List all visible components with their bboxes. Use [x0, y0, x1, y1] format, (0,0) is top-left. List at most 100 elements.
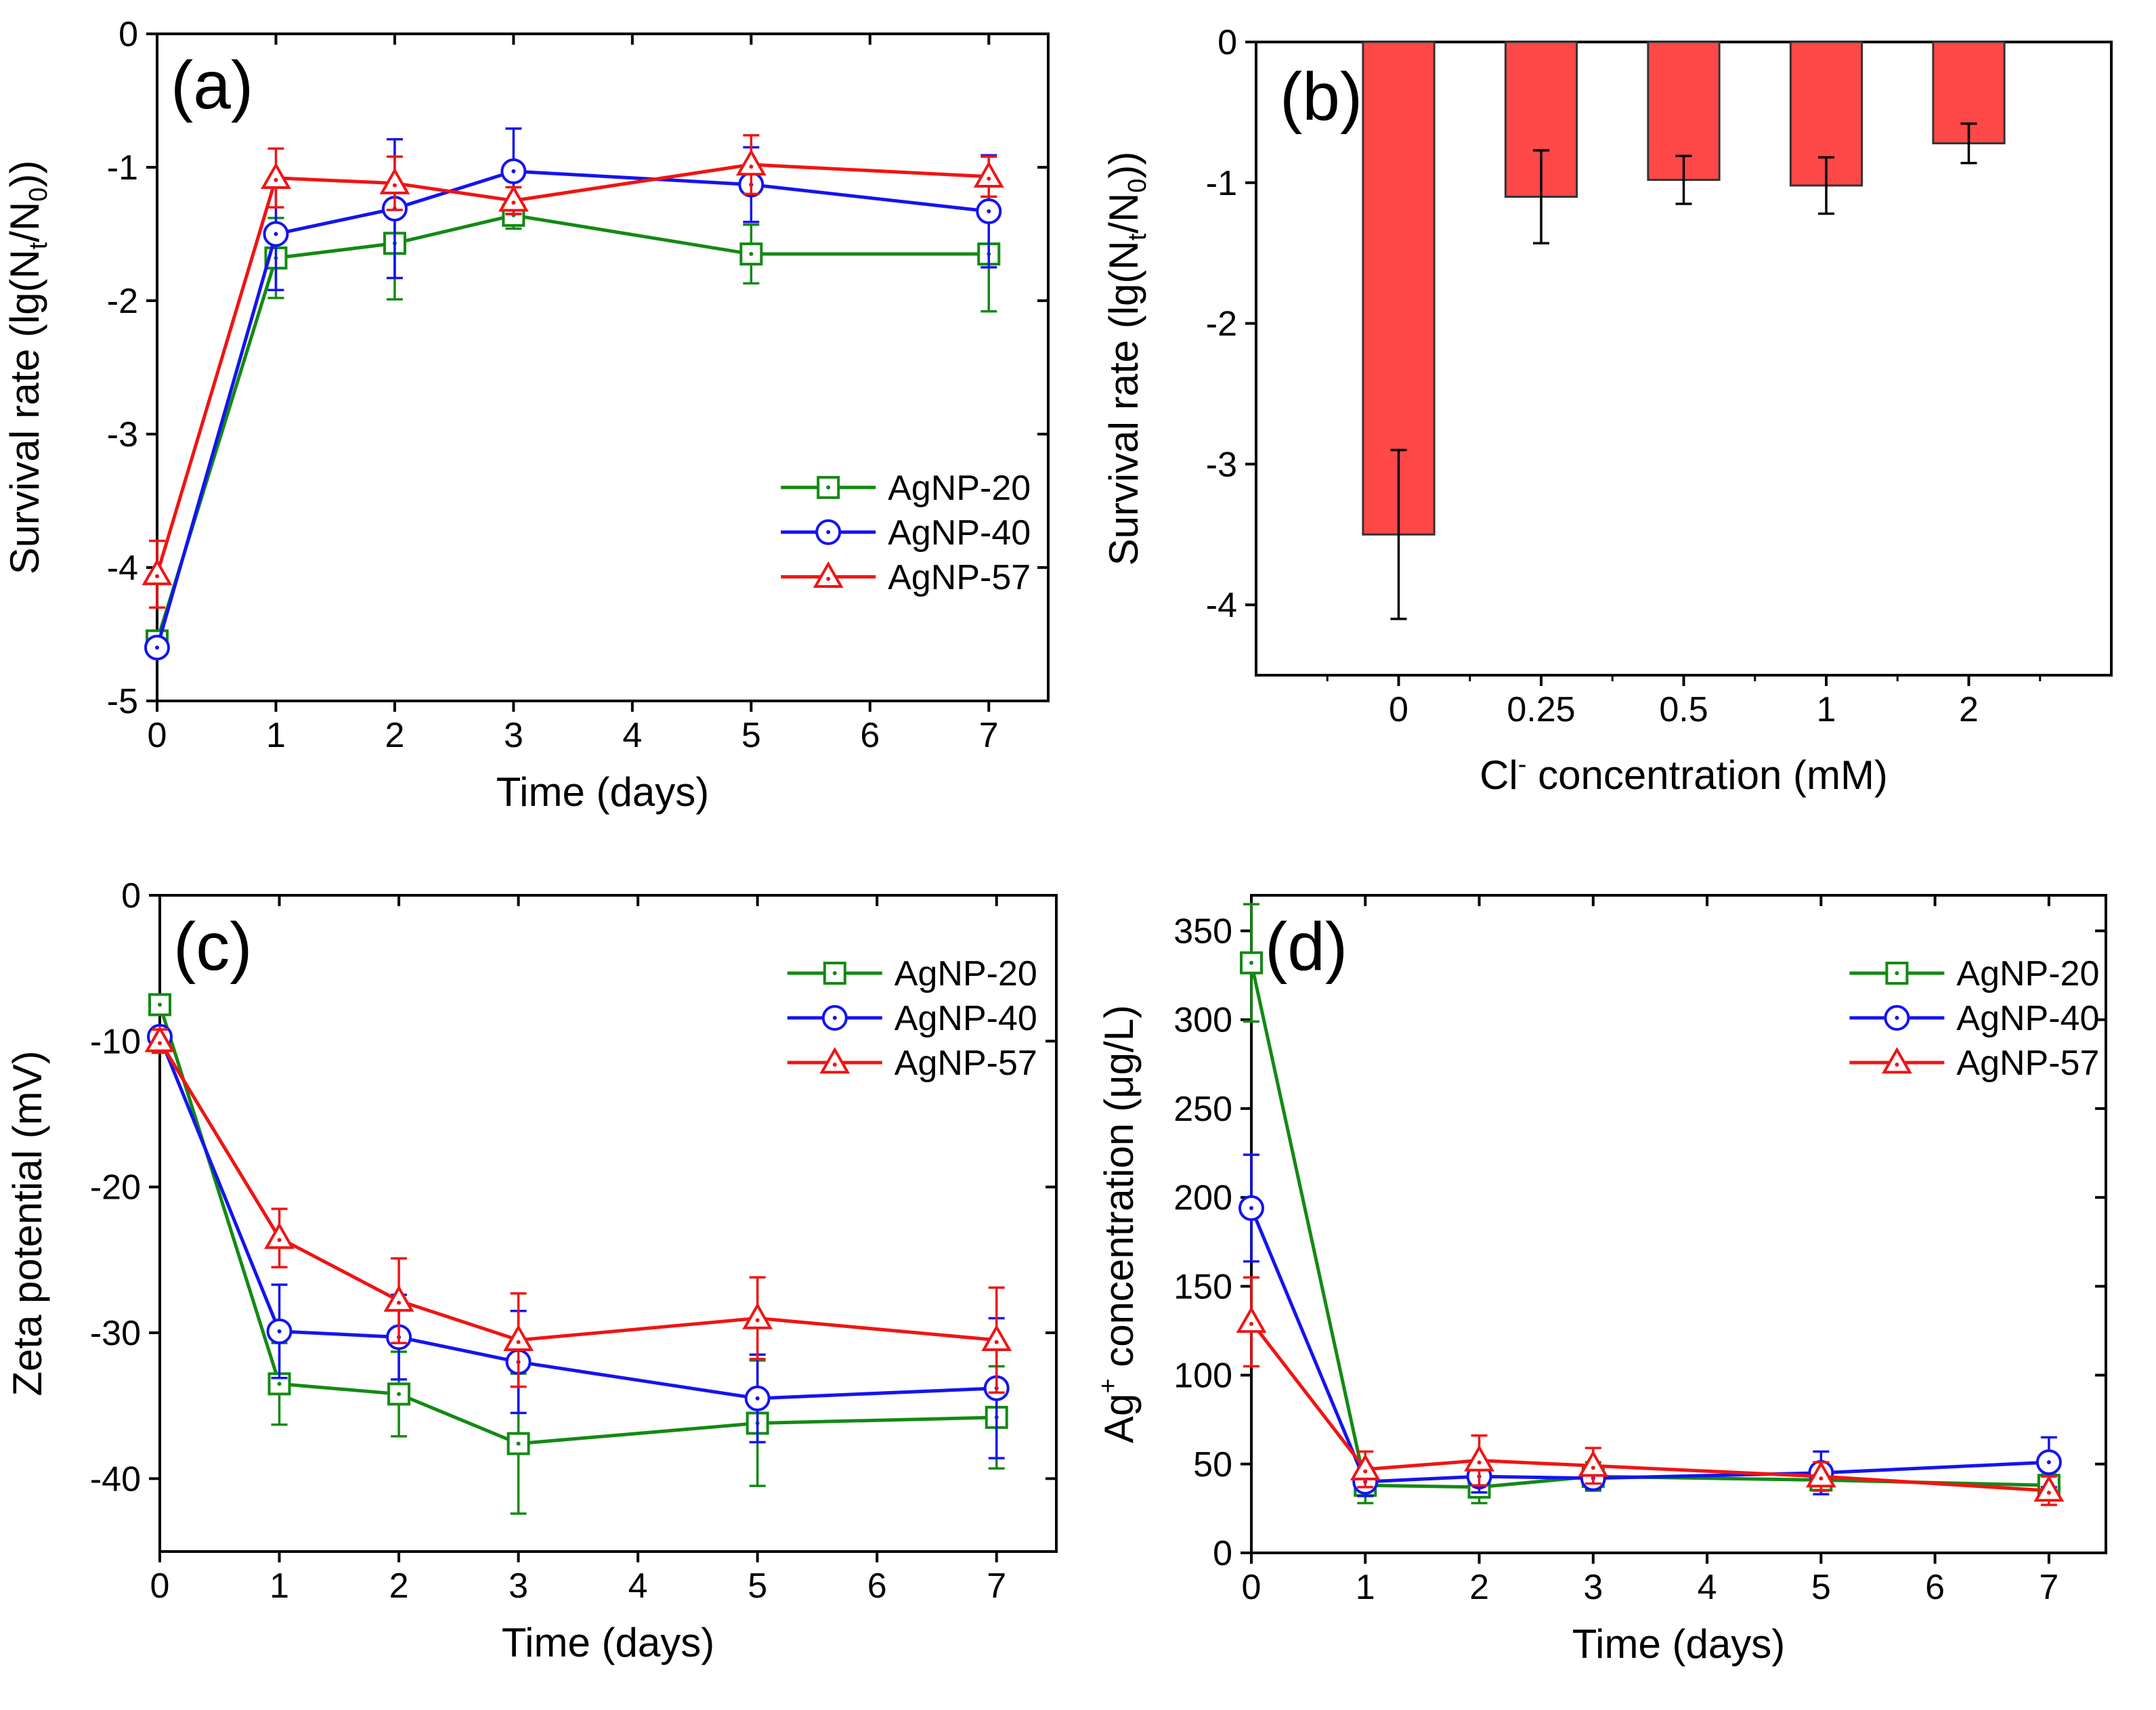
y-tick-label: 100: [1173, 1356, 1232, 1396]
data-point: [261, 162, 291, 190]
x-tick-label: 1: [270, 1566, 289, 1606]
y-tick-label: 0: [121, 876, 141, 916]
y-tick-label: 50: [1193, 1445, 1232, 1484]
data-point: [264, 1222, 295, 1249]
data-point-dot: [158, 1002, 162, 1007]
data-point-dot: [277, 1382, 282, 1386]
y-axis-title-part: +: [1094, 1378, 1123, 1393]
data-point: [1805, 1461, 1836, 1488]
x-axis-title: Time (days): [496, 769, 709, 815]
series-line: [158, 1035, 997, 1401]
x-tick-label: 0: [1389, 690, 1408, 729]
y-tick-label: 150: [1173, 1267, 1232, 1306]
legend-marker-dot: [1895, 1016, 1899, 1020]
x-tick-label: 7: [979, 716, 999, 755]
data-point: [1578, 1450, 1609, 1477]
x-tick-label: 3: [1583, 1568, 1603, 1607]
legend-marker-dot: [826, 485, 831, 490]
y-axis-title-part: t: [24, 242, 53, 249]
y-tick-label: 0: [118, 15, 138, 54]
data-point: [1350, 1453, 1381, 1480]
y-axis-title-part: )): [1101, 152, 1146, 179]
data-point: [2033, 1475, 2065, 1502]
x-axis-title: Time (days): [502, 1620, 714, 1665]
y-tick-label: 350: [1173, 912, 1232, 951]
data-point: [981, 1324, 1012, 1352]
y-tick-label: 300: [1173, 1001, 1232, 1040]
legend-marker-dot: [826, 576, 831, 581]
data-point: [498, 185, 529, 212]
x-axis-title: Cl- concentration (mM): [1480, 750, 1888, 798]
legend-marker-dot: [832, 1016, 837, 1020]
x-axis-title: Time (days): [1572, 1621, 1785, 1667]
y-axis-title: Zeta potential (mV): [5, 1050, 50, 1396]
y-tick-label: -3: [1206, 445, 1237, 484]
panel-label: (b): [1280, 59, 1362, 135]
panel-a: 0 1 2 3 4 5 6 7 0 -1 -2 -3 -4 -5 Time (days) Survival r…: [2, 15, 1050, 815]
data-point-dot: [397, 1392, 402, 1396]
x-tick-label: 6: [1925, 1568, 1945, 1607]
y-tick-label: -10: [90, 1022, 141, 1061]
x-tick-label: 2: [385, 716, 404, 755]
x-tick-label: 5: [748, 1566, 767, 1606]
series-AgNP-20: [1240, 903, 2061, 1505]
panel-label: (d): [1265, 909, 1348, 985]
legend-label: AgNP-20: [888, 469, 1031, 508]
legend: AgNP-20 AgNP-40 AgNP-57: [781, 469, 1031, 597]
legend-label: AgNP-20: [1956, 954, 2099, 993]
x-tick-label: 0: [150, 1566, 170, 1606]
data-point-dot: [1249, 1321, 1253, 1326]
data-point-dot: [1363, 1469, 1368, 1474]
y-axis-title-part: )): [2, 161, 47, 188]
data-point: [1464, 1445, 1494, 1472]
data-point-dot: [987, 176, 991, 181]
plot-frame: [158, 894, 1058, 1553]
series-line: [158, 1040, 997, 1342]
data-point-dot: [1249, 1205, 1253, 1210]
y-tick-label: 0: [1217, 23, 1237, 62]
legend-label: AgNP-57: [1956, 1044, 2099, 1083]
y-axis-title-part: concentration (μg/L): [1096, 1005, 1142, 1379]
data-point: [1240, 951, 1263, 975]
y-tick-label: 0: [1213, 1534, 1232, 1573]
x-tick-label: 3: [504, 716, 523, 755]
x-tick-label: 2: [389, 1566, 409, 1606]
x-tick-label: 2: [1959, 690, 1979, 729]
data-point-dot: [392, 183, 397, 188]
y-axis-title: Ag+ concentration (μg/L): [1094, 1005, 1142, 1443]
y-axis-title: Survival rate (lg(Nt/N0)): [2, 161, 53, 575]
x-tick-label: 5: [1811, 1568, 1831, 1607]
data-point-dot: [755, 1318, 760, 1323]
y-tick-label: -30: [90, 1314, 141, 1353]
x-tick-label: 3: [509, 1566, 528, 1606]
data-point: [379, 167, 410, 194]
x-tick-label: 0: [148, 716, 167, 755]
data-point: [144, 1025, 175, 1052]
data-point-dot: [1591, 1466, 1595, 1470]
x-axis-title-part: Cl: [1480, 752, 1518, 798]
y-axis-title-part: Survival rate (lg(N: [2, 249, 47, 574]
data-point: [735, 149, 767, 176]
series-AgNP-57: [142, 133, 1004, 609]
data-point: [142, 558, 173, 586]
y-tick-label: -4: [107, 549, 138, 588]
data-point: [742, 1302, 773, 1329]
series-line: [155, 169, 989, 648]
x-tick-label: 1: [1356, 1568, 1375, 1607]
y-axis-title-part: 0: [24, 188, 53, 202]
y-axis-title-part: /N: [1101, 193, 1146, 234]
data-point-dot: [511, 200, 516, 205]
series-line: [1250, 1321, 2050, 1493]
data-point: [503, 1324, 534, 1352]
plot-frame: [156, 33, 1050, 702]
legend: AgNP-20 AgNP-40 AgNP-57: [787, 954, 1037, 1083]
data-point-dot: [274, 232, 278, 236]
plot-frame: [1250, 894, 2107, 1554]
legend-label: AgNP-57: [894, 1044, 1037, 1083]
series-AgNP-57: [1236, 1276, 2065, 1506]
data-point-dot: [155, 645, 159, 650]
x-tick-label: 6: [867, 1566, 887, 1606]
data-point-dot: [994, 1340, 999, 1344]
y-tick-label: -40: [90, 1459, 141, 1499]
